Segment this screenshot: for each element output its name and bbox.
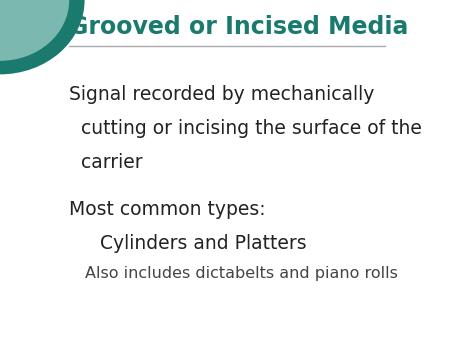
Text: Grooved or Incised Media: Grooved or Incised Media (69, 15, 409, 39)
Text: cutting or incising the surface of the: cutting or incising the surface of the (81, 119, 422, 138)
Text: Also includes dictabelts and piano rolls: Also includes dictabelts and piano rolls (85, 266, 397, 281)
Wedge shape (0, 0, 69, 61)
Text: Cylinders and Platters: Cylinders and Platters (100, 234, 306, 253)
Text: Signal recorded by mechanically: Signal recorded by mechanically (69, 85, 374, 104)
Text: Most common types:: Most common types: (69, 200, 266, 219)
Wedge shape (0, 0, 85, 74)
Text: carrier: carrier (81, 153, 142, 172)
